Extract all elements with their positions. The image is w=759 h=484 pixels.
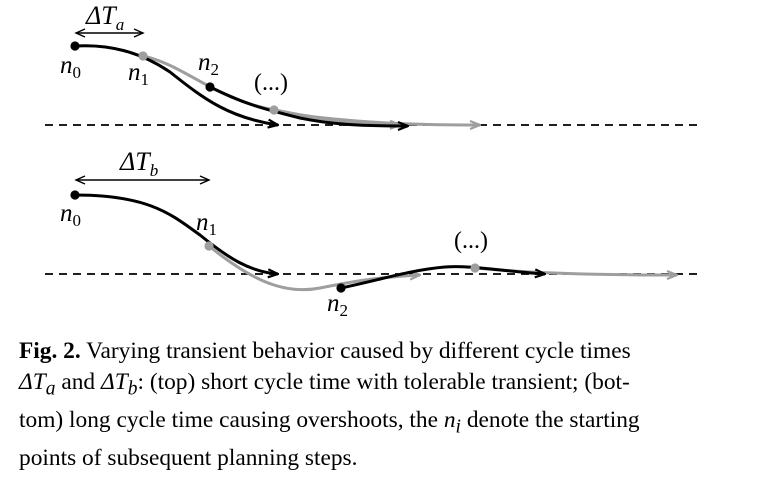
point-ellipsis-top <box>269 105 279 115</box>
figure-diagram: ΔTa n0 n1 n2 (...) ΔTb n0 n1 n2 (.. <box>45 1 703 320</box>
label-n0-bottom: n0 <box>60 200 81 230</box>
caption-text-4: tom) long cycle time causing overshoots,… <box>19 406 444 433</box>
black-trajectory-n2 <box>209 85 408 126</box>
gray-trajectory-n1-bottom <box>208 244 420 292</box>
interval-label-bottom: ΔTb <box>119 147 158 180</box>
black-trajectory-n0 <box>74 44 278 125</box>
caption-text-1: Varying transient behavior caused by dif… <box>86 338 631 364</box>
caption-text-3: : (top) short cycle time with tolerable … <box>137 368 630 395</box>
label-n2-top: n2 <box>198 49 219 79</box>
label-n0-top: n0 <box>60 52 81 82</box>
point-n1-top <box>138 51 148 61</box>
label-n2-bottom: n2 <box>327 290 348 320</box>
label-n1-top: n1 <box>128 59 149 89</box>
interval-label-top: ΔTa <box>85 1 124 34</box>
caption-delta-tb: ΔT <box>100 368 128 395</box>
point-n0-bottom <box>70 190 80 200</box>
caption-n: n <box>443 406 456 433</box>
caption-sub-i: i <box>455 416 461 438</box>
caption-label: Fig. 2. <box>19 338 81 364</box>
point-n2-top <box>205 82 215 92</box>
label-n1-bottom: n1 <box>196 209 217 239</box>
point-ellipsis-bottom <box>470 263 480 273</box>
caption-text-6: points of subsequent planning steps. <box>19 444 358 471</box>
caption-text-2: and <box>55 368 101 395</box>
caption-delta-ta: ΔT <box>19 368 46 395</box>
black-trajectory-n2-bottom <box>340 265 545 290</box>
gray-trajectory-n2 <box>273 109 480 125</box>
caption-sub-a: a <box>45 378 56 400</box>
point-n1-bottom <box>204 241 214 251</box>
figure-caption: Fig. 2. Varying transient behavior cause… <box>19 336 749 473</box>
bottom-panel: ΔTb n0 n1 n2 (...) <box>45 147 703 320</box>
caption-sub-b: b <box>127 378 138 400</box>
point-n0-top <box>70 41 80 51</box>
ellipsis-bottom: (...) <box>454 228 488 254</box>
ellipsis-top: (...) <box>254 70 288 96</box>
caption-text-5: denote the starting <box>460 406 640 433</box>
top-panel: ΔTa n0 n1 n2 (...) <box>45 1 703 126</box>
black-trajectory-n0-bottom <box>74 193 278 274</box>
point-n2-bottom <box>336 283 346 293</box>
